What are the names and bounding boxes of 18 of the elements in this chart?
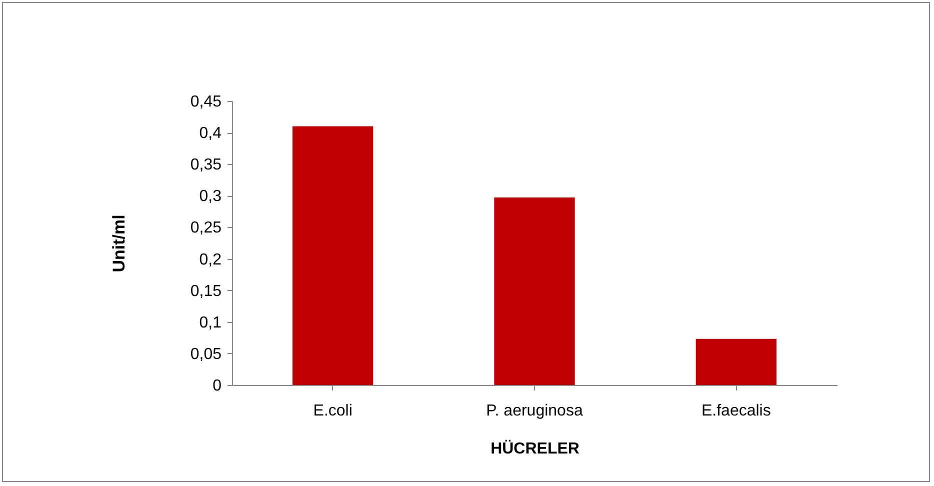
bar: [696, 338, 776, 385]
y-tick-label: 0,05: [190, 346, 222, 363]
bar: [494, 198, 575, 385]
x-axis-title: HÜCRELER: [490, 440, 580, 458]
bar: [292, 126, 374, 385]
y-tick-label: 0,3: [199, 188, 222, 206]
y-tick-label: 0,2: [199, 251, 222, 268]
y-tick-label: 0,45: [190, 94, 222, 110]
x-tick-label: P. aeruginosa: [486, 402, 583, 420]
y-tick-label: 0,15: [190, 282, 222, 300]
x-tick-label: E.faecalis: [701, 402, 771, 420]
y-tick-label: 0,35: [190, 156, 222, 174]
y-tick-label: 0,1: [199, 314, 222, 332]
y-axis-title: Unit/ml: [109, 214, 128, 272]
y-tick-label: 0,4: [199, 125, 222, 142]
y-tick-label: 0,25: [190, 220, 222, 237]
x-tick-label: E.coli: [313, 402, 352, 420]
y-tick-label: 0: [212, 378, 222, 394]
